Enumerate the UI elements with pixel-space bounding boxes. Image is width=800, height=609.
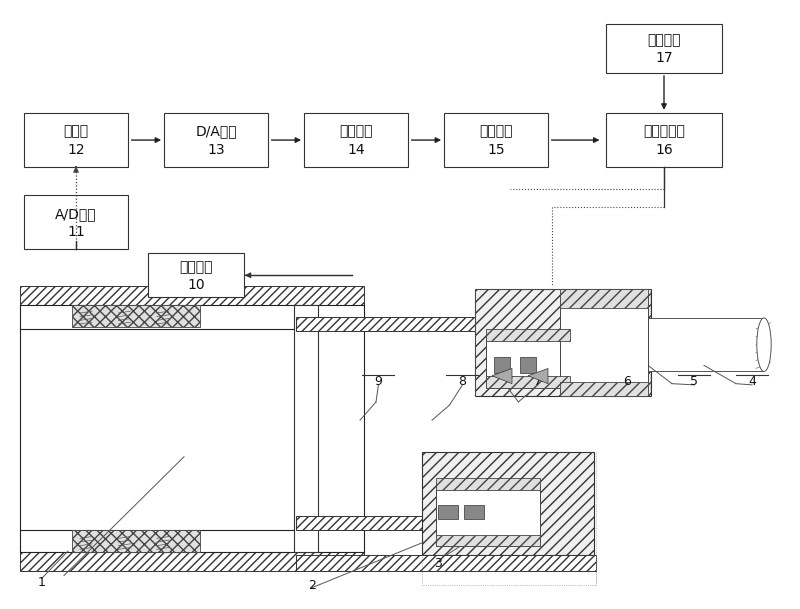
Bar [436,478,540,490]
Bar [560,382,648,396]
Ellipse shape [757,318,771,371]
Text: 2: 2 [308,579,316,593]
Bar [475,289,651,396]
Bar [164,113,268,167]
Text: 17: 17 [655,52,673,65]
Bar [436,485,540,546]
Bar [24,195,128,249]
Bar [296,317,512,331]
Bar [606,113,722,167]
Text: 9: 9 [374,375,382,388]
Bar [72,304,200,327]
Bar [296,555,596,571]
Bar [438,505,458,519]
Bar [296,516,512,530]
Bar [486,329,570,341]
Text: 15: 15 [487,143,505,157]
Text: 电液伺服阀: 电液伺服阀 [643,125,685,138]
Text: 3: 3 [434,557,442,570]
Bar [20,552,364,571]
Bar [560,289,648,308]
Bar [436,535,540,546]
Bar [648,318,764,371]
Bar [304,113,408,167]
Bar [422,452,594,555]
Bar [444,113,548,167]
Bar [20,286,364,304]
Text: 8: 8 [458,375,466,388]
Polygon shape [528,368,548,384]
Bar [606,24,722,73]
Text: 16: 16 [655,143,673,157]
Bar [494,357,510,373]
Text: 功率放大: 功率放大 [479,125,513,138]
Bar [72,530,200,552]
Bar [520,357,536,373]
Text: 13: 13 [207,143,225,157]
Text: 调理电路: 调理电路 [179,260,213,273]
Bar [148,253,244,297]
Text: 4: 4 [748,375,756,388]
Text: 供油系统: 供油系统 [647,33,681,47]
Text: 7: 7 [534,375,542,388]
Bar [486,376,570,388]
Text: D/A转换: D/A转换 [195,125,237,138]
Bar [294,304,318,552]
Bar [486,336,570,388]
Text: 单片机: 单片机 [63,125,89,138]
Text: 10: 10 [187,278,205,292]
Text: 11: 11 [67,225,85,239]
Text: 6: 6 [623,375,631,388]
Text: A/D转换: A/D转换 [55,207,97,220]
Polygon shape [492,368,512,384]
Text: 多路开关: 多路开关 [339,125,373,138]
Text: 1: 1 [38,576,46,590]
Text: 14: 14 [347,143,365,157]
Bar [464,505,484,519]
Bar [24,113,128,167]
Bar [560,297,648,391]
Text: 12: 12 [67,143,85,157]
Text: 5: 5 [690,375,698,388]
